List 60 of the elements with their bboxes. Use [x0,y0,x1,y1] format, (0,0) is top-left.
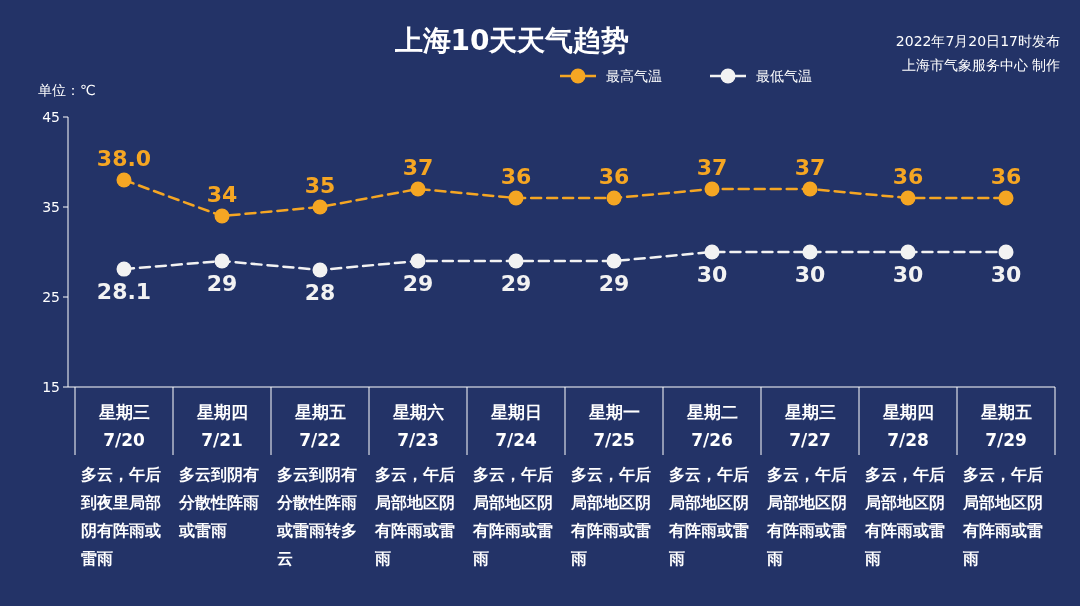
point [312,199,328,215]
point [998,190,1014,206]
chart-title: 上海10天天气趋势 [393,24,630,57]
point [116,261,132,277]
text: 2022年7月20日17时发布 [895,33,1060,49]
point [410,253,426,269]
point [802,181,818,197]
data-label: 38.0 [96,146,152,171]
point [606,253,622,269]
x-tick-label: 星期四 7/28 多云，午后局部地区阴有阵雨或雷雨 [864,402,945,568]
point [802,244,818,260]
data-label: 36 [990,164,1022,189]
point [606,190,622,206]
x-tick-label: 星期三 7/27 多云，午后局部地区阴有阵雨或雷雨 [766,402,847,568]
point [410,181,426,197]
point [214,208,230,224]
data-label: 29 [402,271,434,296]
data-label: 30 [892,262,924,287]
data-label: 30 [696,262,728,287]
point [704,181,720,197]
legend-label: 最低气温 [756,68,812,84]
data-label: 28.1 [96,279,152,305]
point [900,190,916,206]
legend-label: 最高气温 [606,68,662,84]
point [508,190,524,206]
x-tick-label: 星期三 7/20 多云，午后到夜里局部阴有阵雨或雷雨 [80,402,161,568]
x-tick-label: 星期五 7/29 多云，午后局部地区阴有阵雨或雷雨 [962,402,1043,568]
y-axis-title: 单位：℃ [38,82,96,98]
x-tick-label: 星期五 7/22 多云到阴有分散性阵雨或雷雨转多云 [276,402,357,568]
data-label: 29 [206,271,238,296]
point [704,244,720,260]
data-label: 36 [500,164,532,189]
y-tick-label: 15 [42,379,60,395]
x-tick-label: 星期日 7/24 多云，午后局部地区阴有阵雨或雷雨 [472,402,553,568]
data-label: 29 [598,271,630,296]
x-tick-label: 星期二 7/26 多云，午后局部地区阴有阵雨或雷雨 [668,402,749,568]
point [116,172,132,188]
data-label: 37 [402,155,434,180]
y-tick-label: 25 [42,289,60,305]
y-tick-label: 45 [42,109,60,125]
y-tick-label: 35 [42,199,60,215]
data-label: 37 [696,155,728,180]
point [214,253,230,269]
point [508,253,524,269]
data-label: 37 [794,155,826,180]
x-tick-label: 星期一 7/25 多云，午后局部地区阴有阵雨或雷雨 [570,402,651,568]
data-label: 34 [206,182,238,207]
data-label: 35 [304,173,336,198]
point [998,244,1014,260]
data-label: 30 [990,262,1022,287]
data-label: 30 [794,262,826,287]
data-label: 28 [304,280,336,305]
data-label: 36 [892,164,924,189]
data-label: 36 [598,164,630,189]
point [312,262,328,278]
point [900,244,916,260]
text: 上海市气象服务中心 制作 [901,57,1060,73]
data-label: 29 [500,271,532,296]
x-tick-label: 星期六 7/23 多云，午后局部地区阴有阵雨或雷雨 [374,402,455,568]
x-tick-label: 星期四 7/21 多云到阴有分散性阵雨或雷雨 [178,402,259,540]
